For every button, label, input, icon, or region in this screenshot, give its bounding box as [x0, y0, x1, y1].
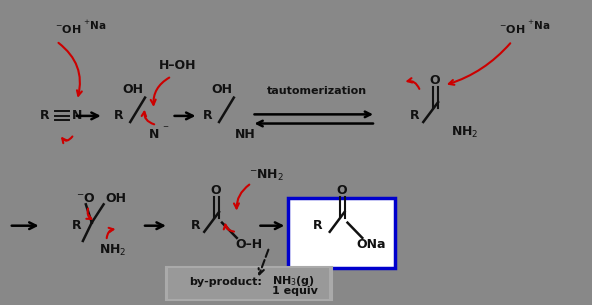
Text: NH$_3$(g): NH$_3$(g) [272, 274, 315, 288]
Text: R: R [72, 219, 82, 232]
Text: 1 equiv: 1 equiv [272, 286, 318, 296]
Text: tautomerization: tautomerization [266, 87, 367, 96]
Text: H–OH: H–OH [159, 59, 197, 72]
Text: by-product:: by-product: [189, 277, 262, 287]
FancyBboxPatch shape [168, 268, 329, 299]
Text: $^{-}$OH: $^{-}$OH [55, 23, 81, 35]
Text: N: N [72, 109, 82, 122]
Text: NH$_2$: NH$_2$ [99, 242, 126, 258]
Text: R: R [202, 109, 212, 122]
FancyBboxPatch shape [166, 267, 332, 300]
Text: $^{-}$NH$_2$: $^{-}$NH$_2$ [249, 168, 284, 183]
Text: R: R [114, 109, 123, 122]
Text: $^{+}$Na: $^{+}$Na [527, 20, 551, 32]
Text: R: R [191, 219, 200, 232]
Text: $^{-}$O: $^{-}$O [76, 192, 96, 205]
Text: ONa: ONa [356, 238, 386, 250]
Text: $^{-}$OH: $^{-}$OH [499, 23, 525, 35]
Text: R: R [313, 219, 323, 232]
Text: $^{-}$: $^{-}$ [162, 125, 169, 135]
Text: O: O [336, 184, 347, 197]
Text: OH: OH [105, 192, 126, 205]
Text: OH: OH [211, 84, 233, 96]
Text: $^{+}$Na: $^{+}$Na [83, 20, 107, 32]
Text: O: O [430, 74, 440, 87]
Text: N: N [149, 128, 159, 141]
Text: R: R [40, 109, 49, 122]
FancyBboxPatch shape [288, 198, 395, 268]
Text: O: O [211, 184, 221, 197]
Text: R: R [410, 109, 419, 122]
Text: O–H: O–H [235, 238, 262, 250]
Text: NH: NH [235, 128, 256, 141]
Text: OH: OH [123, 84, 144, 96]
Text: NH$_2$: NH$_2$ [451, 125, 478, 140]
